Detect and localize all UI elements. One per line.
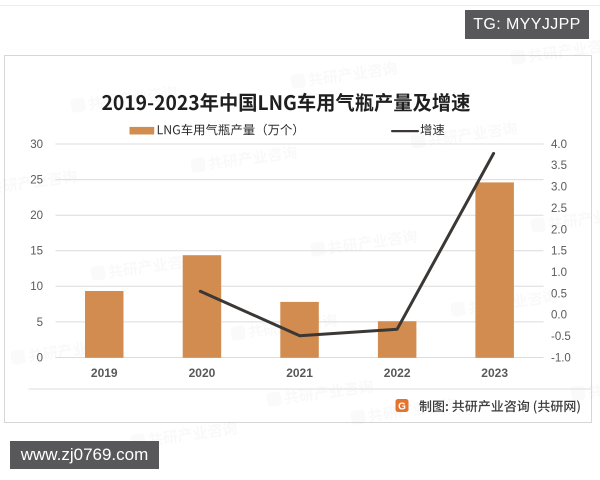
svg-text:2019: 2019 bbox=[91, 366, 118, 380]
svg-text:2021: 2021 bbox=[286, 366, 313, 380]
svg-text:-0.5: -0.5 bbox=[551, 331, 571, 343]
svg-text:2.0: 2.0 bbox=[551, 224, 567, 236]
svg-text:30: 30 bbox=[30, 139, 43, 151]
svg-text:0.0: 0.0 bbox=[551, 310, 567, 322]
svg-text:10: 10 bbox=[30, 281, 43, 293]
svg-text:1.0: 1.0 bbox=[551, 267, 567, 279]
svg-text:G: G bbox=[398, 402, 406, 413]
svg-text:15: 15 bbox=[30, 246, 43, 258]
svg-text:2022: 2022 bbox=[384, 366, 411, 380]
svg-text:20: 20 bbox=[30, 210, 43, 222]
svg-text:-1.0: -1.0 bbox=[551, 352, 571, 364]
svg-text:2.5: 2.5 bbox=[551, 203, 567, 215]
svg-text:25: 25 bbox=[30, 175, 43, 187]
svg-text:2020: 2020 bbox=[189, 366, 216, 380]
svg-text:0.5: 0.5 bbox=[551, 288, 567, 300]
svg-text:3.0: 3.0 bbox=[551, 182, 567, 194]
svg-text:5: 5 bbox=[37, 317, 43, 329]
svg-text:0: 0 bbox=[37, 352, 43, 364]
svg-text:1.5: 1.5 bbox=[551, 246, 567, 258]
svg-text:3.5: 3.5 bbox=[551, 160, 567, 172]
svg-text:2023: 2023 bbox=[481, 366, 508, 380]
svg-text:4.0: 4.0 bbox=[551, 139, 567, 151]
